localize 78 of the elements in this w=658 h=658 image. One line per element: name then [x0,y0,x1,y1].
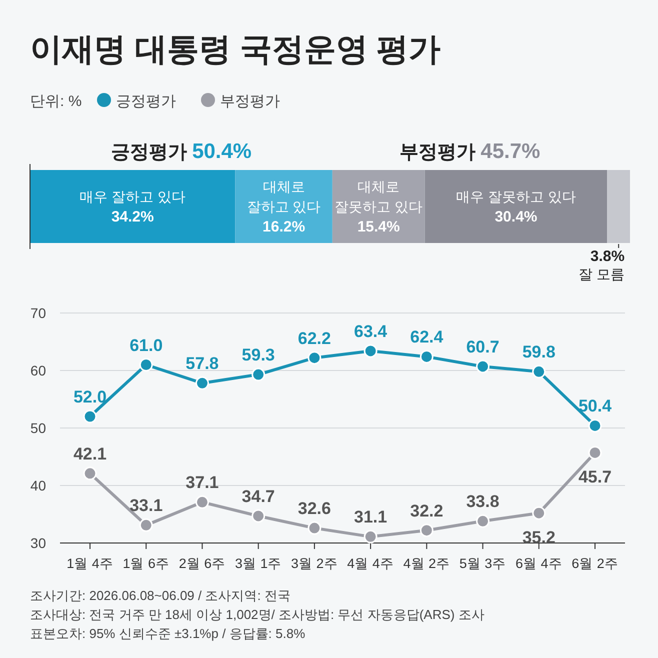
legend-label: 긍정평가 [116,93,176,110]
data-label: 33.8 [466,492,500,512]
bar [235,170,332,243]
x-tick-label: 5월 3주 [459,556,506,571]
data-label: 62.2 [298,328,331,348]
point [139,518,153,532]
x-tick-label: 4월 4주 [347,556,394,571]
point [308,351,322,365]
data-label: 57.8 [186,354,219,374]
point [195,495,209,509]
data-label: 61.0 [130,336,163,355]
point [420,524,434,538]
point [308,521,322,535]
point [364,530,378,544]
point [476,514,490,528]
x-tick-label: 3월 1주 [234,556,282,571]
data-label: 30.4% [494,208,538,226]
data-label: 50.4 [578,396,612,416]
data-label: 35.2 [522,528,556,548]
x-tick-label: 6월 4주 [516,556,562,571]
data-label: 32.6 [298,499,331,518]
data-label: 60.7 [466,337,500,356]
point [532,364,546,378]
point [588,446,602,460]
bar [424,170,608,243]
text: 긍정평가 50.4% [110,140,252,163]
chart-subtitle: 단위: % [30,93,82,110]
text: 표본오차: 95% 신뢰수준 ±3.1%p / 응답률: 5.8% [30,626,306,641]
data-label: 59.8 [522,342,556,362]
y-tick-label: 70 [30,305,46,321]
series-label: 매우 잘못하고 있다 [456,188,576,204]
series-label: 잘 모름 [578,266,625,282]
point [588,418,602,432]
data-label: 59.3 [242,346,275,365]
data-label: 63.4 [354,322,388,341]
point [83,410,97,424]
x-tick-label: 4월 2주 [403,556,450,571]
y-tick-label: 50 [30,420,46,436]
x-tick-label: 2월 6주 [178,556,226,571]
point [195,376,209,390]
data-label: 62.4 [410,328,444,347]
series-label: 대체로 잘못하고 있다 [334,178,423,214]
x-tick-label: 1월 6주 [122,556,170,571]
x-tick-label: 6월 2주 [572,556,618,571]
y-tick-label: 30 [30,535,46,551]
series-label: 매우 잘하고 있다 [80,188,186,204]
x-tick-label: 3월 2주 [291,556,338,571]
data-label: 3.8% [590,248,625,265]
data-label: 52.0 [73,388,107,406]
data-label: 37.1 [186,473,219,492]
y-tick-label: 40 [30,478,46,494]
point [532,506,546,520]
point [83,466,97,480]
bar [607,170,630,243]
data-label: 16.2% [262,218,306,236]
point [252,368,266,382]
legend-label: 부정평가 [220,93,280,110]
series-label: 대체로 잘하고 있다 [246,178,321,214]
y-tick-label: 60 [30,362,46,378]
data-label: 45.7 [578,468,612,487]
point [476,360,490,374]
data-label: 33.1 [130,496,163,516]
text: 부정평가 45.7% [399,140,541,163]
text: 조사대상: 전국 거주 만 18세 이상 1,002명/ 조사방법: 무선 자동응답(ARS) 조사 [30,607,484,622]
data-label: 15.4% [357,218,400,236]
point [252,509,266,523]
point [420,350,434,364]
point [139,358,153,372]
data-label: 34.7 [242,486,275,506]
data-label: 32.2 [410,501,444,520]
x-tick-label: 1월 4주 [66,556,114,571]
data-label: 31.1 [354,508,388,527]
text: 조사기간: 2026.06.08~06.09 / 조사지역: 전국 [30,588,290,603]
chart-title: 이재명 대통령 국정운영 평가 [30,31,441,67]
point [364,344,378,358]
data-label: 42.1 [73,444,107,464]
data-label: 34.2% [111,208,154,226]
bar [30,170,236,243]
